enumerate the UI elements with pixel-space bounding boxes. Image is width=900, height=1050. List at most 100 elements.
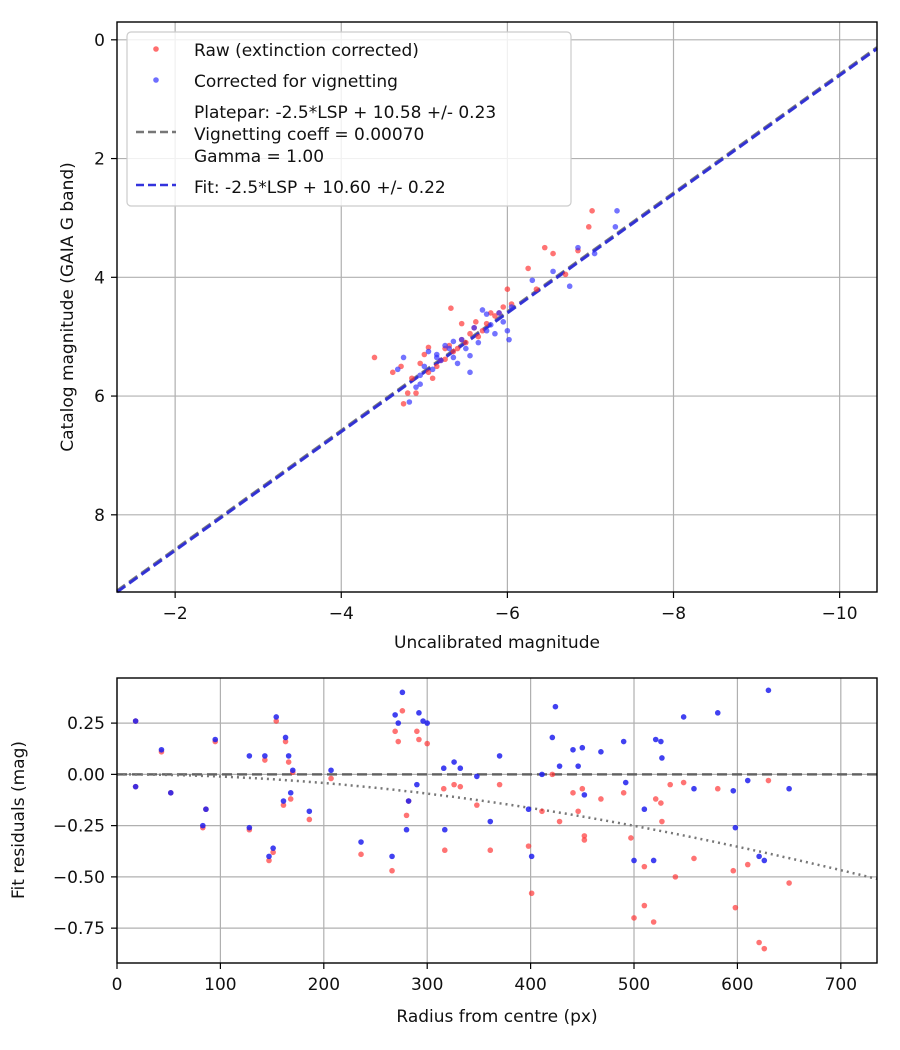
corrected-residual-point	[786, 785, 792, 792]
raw-residual-point	[786, 880, 792, 886]
raw-point	[448, 305, 454, 311]
residuals-y-tick-label: 0.00	[67, 765, 105, 785]
corrected-point	[566, 283, 573, 290]
residuals-y-tick-label: −0.50	[53, 868, 105, 888]
raw-point	[463, 339, 469, 346]
raw-residual-point	[658, 800, 664, 806]
corrected-point	[483, 311, 490, 317]
corrected-point	[487, 322, 494, 328]
corrected-residual-point	[246, 824, 253, 831]
calibration-y-tick-label: 2	[94, 150, 105, 170]
raw-point	[425, 344, 432, 351]
raw-point	[467, 330, 473, 337]
raw-residual-point	[659, 818, 665, 825]
corrected-residual-point	[246, 753, 253, 759]
corrected-residual-point	[598, 749, 604, 755]
raw-point	[541, 244, 548, 251]
raw-residual-point	[285, 759, 292, 765]
raw-point	[479, 327, 486, 334]
corrected-residual-point	[424, 720, 431, 726]
raw-residual-point	[270, 849, 276, 856]
corrected-residual-point	[212, 736, 219, 743]
raw-residual-point	[575, 808, 581, 815]
raw-residual-point	[389, 867, 395, 874]
raw-point	[525, 265, 531, 272]
corrected-point	[406, 399, 413, 405]
raw-point	[585, 224, 592, 230]
corrected-residual-point	[575, 763, 581, 769]
corrected-residual-point	[416, 710, 422, 716]
corrected-residual-point	[641, 806, 648, 813]
vignetting-curve	[117, 773, 878, 881]
raw-residual-point	[395, 738, 402, 745]
corrected-point	[471, 324, 477, 331]
raw-residual-point	[672, 874, 679, 880]
corrected-residual-point	[285, 753, 292, 759]
raw-point	[562, 271, 569, 278]
legend-box	[126, 31, 572, 207]
residuals-ticks: 0 100 200 300 400 500 600 700 0.25 0.00 −0.25 −0.50…	[53, 714, 857, 995]
raw-residual-point	[549, 771, 556, 778]
legend-label: Platepar: -2.5*LSP + 10.58 +/- 0.23	[194, 103, 496, 123]
raw-residual-point	[399, 708, 406, 714]
corrected-residual-point	[282, 734, 289, 741]
raw-point	[425, 369, 432, 376]
residuals-points	[132, 687, 792, 952]
raw-residual-point	[273, 718, 280, 724]
corrected-residual-point	[266, 853, 272, 860]
corrected-residual-point	[457, 765, 464, 772]
raw-residual-point	[416, 736, 422, 743]
calibration-legend: Raw (extinction corrected) Corrected for …	[126, 31, 572, 207]
raw-residual-point	[487, 847, 494, 854]
raw-residual-point	[581, 837, 588, 843]
corrected-residual-point	[405, 798, 412, 804]
calibration-fit-line	[116, 47, 878, 594]
corrected-residual-point	[487, 818, 494, 825]
raw-point	[550, 250, 556, 257]
corrected-point	[500, 319, 507, 325]
raw-residual-point	[628, 835, 634, 841]
corrected-residual-point	[414, 781, 420, 788]
raw-point	[429, 375, 436, 382]
corrected-residual-point	[441, 826, 448, 833]
residuals-x-tick-label: 700	[825, 975, 857, 995]
corrected-residual-point	[203, 806, 209, 813]
corrected-point	[458, 336, 465, 343]
residuals-y-axis-label: Fit residuals (mag)	[9, 741, 29, 899]
corrected-point	[450, 354, 457, 361]
raw-point	[504, 286, 511, 292]
corrected-residual-point	[395, 720, 402, 726]
corrected-residual-point	[652, 736, 659, 743]
raw-point	[389, 369, 396, 376]
legend-marker	[153, 46, 159, 52]
corrected-point	[550, 268, 556, 275]
corrected-point	[467, 369, 473, 376]
corrected-residual-point	[358, 839, 364, 845]
calibration-y-axis-label: Catalog magnitude (GAIA G band)	[58, 162, 78, 452]
corrected-residual-point	[732, 824, 739, 831]
residuals-x-tick-label: 0	[112, 975, 123, 995]
raw-residual-point	[403, 812, 410, 819]
raw-residual-point	[358, 851, 364, 858]
legend-label: Fit: -2.5*LSP + 10.60 +/- 0.22	[194, 178, 446, 198]
corrected-residual-point	[761, 857, 768, 864]
corrected-residual-point	[200, 822, 206, 829]
corrected-residual-point	[420, 718, 426, 724]
corrected-residual-point	[680, 714, 687, 720]
raw-residual-point	[539, 808, 545, 815]
corrected-residual-point	[744, 777, 751, 784]
legend-label: Vignetting coeff = 0.00070	[194, 125, 424, 145]
raw-residual-point	[328, 775, 334, 782]
raw-residual-point	[457, 783, 464, 790]
corrected-point	[463, 345, 469, 352]
residuals-x-tick-label: 200	[308, 975, 340, 995]
raw-point	[500, 304, 507, 310]
corrected-residual-point	[289, 767, 296, 774]
raw-residual-point	[761, 945, 768, 952]
raw-residual-point	[525, 843, 532, 849]
raw-residual-point	[650, 919, 657, 925]
raw-residual-point	[652, 796, 659, 802]
raw-point	[458, 320, 465, 327]
corrected-point	[483, 327, 490, 334]
corrected-residual-point	[528, 853, 535, 860]
